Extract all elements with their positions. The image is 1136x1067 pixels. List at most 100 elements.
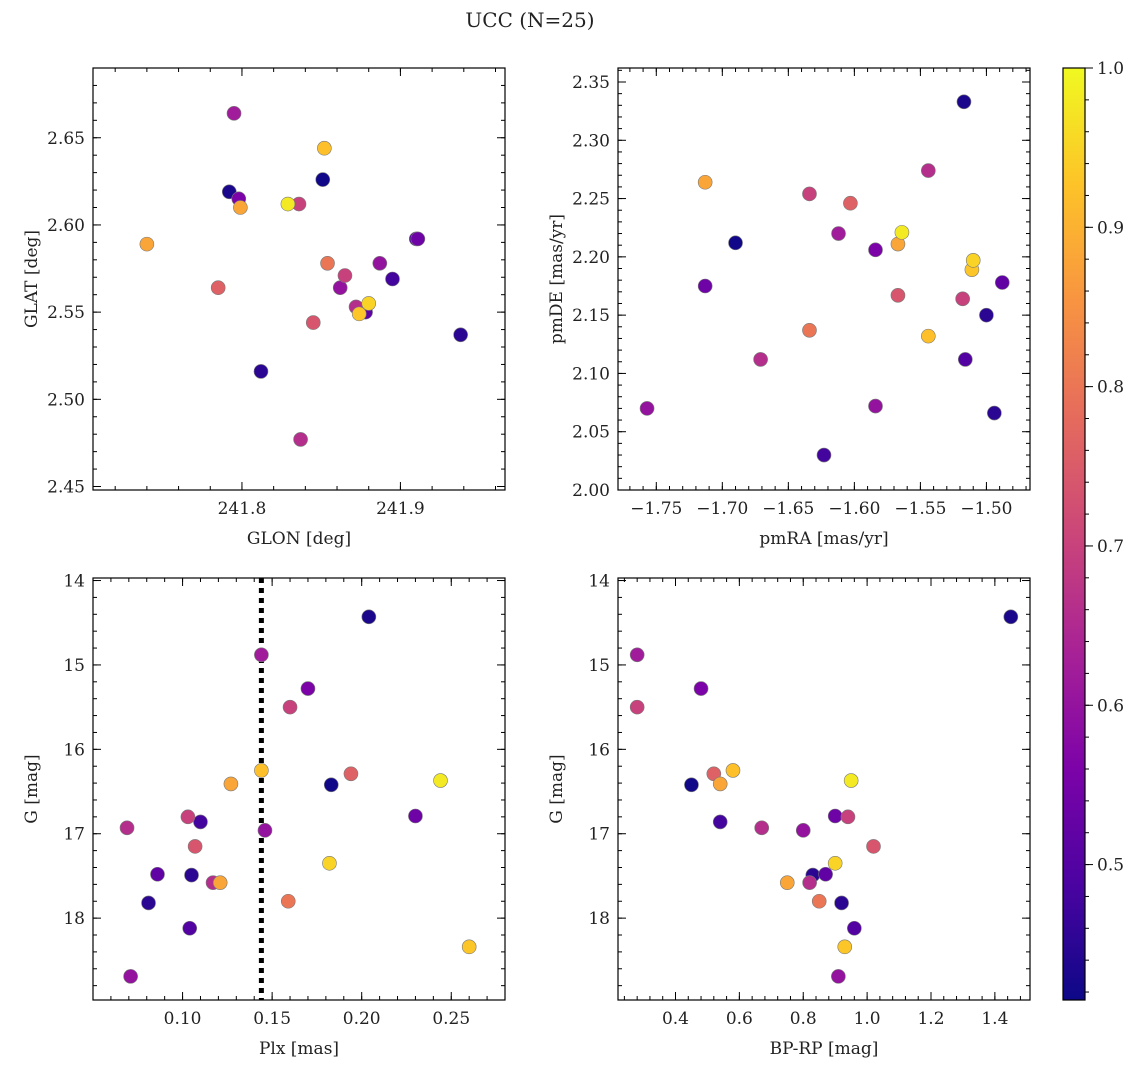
y-tick-label: 17 <box>63 825 85 845</box>
x-axis-label: GLON [deg] <box>247 529 351 549</box>
data-point-glon-glat <box>293 432 308 447</box>
axes-frame <box>617 67 1031 491</box>
data-point-plx-g <box>254 763 269 778</box>
data-point-bprp-g <box>629 647 645 663</box>
data-point-plx-g <box>141 895 156 911</box>
data-point-pmra-pmde <box>697 174 713 190</box>
panel-bprp-g: 0.4 0.6 0.8 1.0 1.2 1.4 14 15 16 17 18 BP-RP [mag] G… <box>547 572 1031 1059</box>
data-point-plx-g <box>187 839 203 854</box>
data-point-pmra-pmde <box>921 163 936 178</box>
colorbar-tick-label: 0.6 <box>1097 696 1124 716</box>
x-tick-label: 0.15 <box>253 1009 291 1029</box>
data-point-glon-glat <box>226 106 242 121</box>
colorbar-tick-label: 0.5 <box>1097 856 1124 876</box>
axes-frame <box>92 577 506 1001</box>
data-point-bprp-g <box>629 699 645 715</box>
data-point-bprp-g <box>837 939 853 955</box>
data-point-pmra-pmde <box>831 226 846 241</box>
data-point-plx-g <box>180 809 196 825</box>
data-point-bprp-g <box>712 814 728 830</box>
figure-title: UCC (N=25) <box>465 8 594 32</box>
colorbar-tick-label: 0.9 <box>1097 218 1124 238</box>
data-point-glon-glat <box>305 315 321 330</box>
x-axis-label: pmRA [mas/yr] <box>759 529 888 549</box>
y-tick-label: 2.25 <box>572 190 610 210</box>
x-tick-label: 0.10 <box>164 1009 202 1029</box>
x-tick-label: 1.4 <box>981 1009 1008 1029</box>
y-tick-label: 2.00 <box>572 481 610 501</box>
x-tick-label: 0.8 <box>790 1009 817 1029</box>
data-point-bprp-g <box>818 866 833 882</box>
axes-frame <box>617 577 1031 1001</box>
y-axis-label: pmDE [mas/yr] <box>547 214 567 344</box>
data-point-bprp-g <box>779 875 795 890</box>
data-point-glon-glat <box>280 196 296 212</box>
data-point-bprp-g <box>1003 609 1019 625</box>
y-tick-label: 2.55 <box>47 303 85 323</box>
x-tick-label: 0.20 <box>343 1009 381 1029</box>
y-tick-label: 16 <box>588 740 610 760</box>
data-point-glon-glat <box>337 268 353 283</box>
data-point-glon-glat <box>320 256 335 271</box>
data-point-pmra-pmde <box>802 322 817 338</box>
y-tick-label: 16 <box>63 740 85 760</box>
x-tick-label: 1.0 <box>854 1009 881 1029</box>
colorbar: 0.5 0.6 0.7 0.8 0.9 1.0 <box>1062 59 1124 1001</box>
data-point-pmra-pmde <box>890 288 906 303</box>
panel-pmra-pmde: −1.75 −1.70 −1.65 −1.60 −1.55 −1.50 2.00 2.05 2.… <box>547 67 1031 549</box>
x-tick-label: 0.25 <box>432 1009 470 1029</box>
data-point-pmra-pmde <box>957 352 973 367</box>
data-point-glon-glat <box>139 236 155 252</box>
y-tick-label: 2.10 <box>572 364 610 384</box>
y-tick-label: 2.30 <box>572 131 610 151</box>
data-point-glon-glat <box>233 200 248 215</box>
y-tick-label: 2.50 <box>47 390 85 410</box>
data-point-plx-g <box>280 893 296 909</box>
x-tick-label: −1.75 <box>630 499 682 519</box>
data-point-glon-glat <box>317 140 332 156</box>
data-point-pmra-pmde <box>921 328 936 344</box>
colorbar-tick-label: 0.8 <box>1097 378 1124 398</box>
data-point-plx-g <box>150 866 165 882</box>
data-point-glon-glat <box>210 280 226 296</box>
data-point-pmra-pmde <box>697 278 713 294</box>
x-tick-label: −1.60 <box>828 499 880 519</box>
data-point-plx-g <box>361 609 377 625</box>
y-tick-label: 15 <box>63 656 85 676</box>
data-point-bprp-g <box>684 777 699 793</box>
data-point-bprp-g <box>831 969 846 984</box>
data-point-pmra-pmde <box>816 447 832 463</box>
data-point-pmra-pmde <box>868 242 883 258</box>
data-point-pmra-pmde <box>894 225 910 240</box>
data-point-glon-glat <box>315 172 331 187</box>
y-tick-label: 17 <box>588 825 610 845</box>
data-point-plx-g <box>184 867 199 883</box>
x-tick-label: 1.2 <box>917 1009 944 1029</box>
data-point-bprp-g <box>693 681 709 696</box>
x-tick-label: −1.70 <box>696 499 748 519</box>
data-point-pmra-pmde <box>979 307 994 323</box>
data-point-pmra-pmde <box>728 235 743 251</box>
data-point-bprp-g <box>754 820 770 836</box>
data-point-bprp-g <box>802 875 817 890</box>
data-point-glon-glat <box>351 306 367 322</box>
data-point-plx-g <box>182 920 198 936</box>
data-point-glon-glat <box>410 231 426 247</box>
data-point-plx-g <box>223 776 239 792</box>
x-axis-label: BP-RP [mag] <box>770 1039 879 1059</box>
y-axis-label: GLAT [deg] <box>22 230 42 328</box>
data-point-plx-g <box>461 939 477 955</box>
y-tick-label: 15 <box>588 656 610 676</box>
y-tick-label: 2.65 <box>47 129 85 149</box>
x-tick-label: 241.8 <box>218 499 267 519</box>
y-tick-label: 14 <box>63 572 85 592</box>
data-point-plx-g <box>123 969 138 984</box>
colorbar-tick-label: 1.0 <box>1097 59 1124 79</box>
data-point-bprp-g <box>725 763 741 778</box>
data-point-pmra-pmde <box>843 195 858 211</box>
data-point-bprp-g <box>847 920 862 936</box>
y-tick-label: 2.05 <box>572 423 610 443</box>
data-point-plx-g <box>343 766 359 782</box>
data-point-pmra-pmde <box>802 186 817 202</box>
panel-plx-g: 0.10 0.15 0.20 0.25 14 15 16 17 18 Plx [mas] G [ma… <box>22 572 506 1059</box>
